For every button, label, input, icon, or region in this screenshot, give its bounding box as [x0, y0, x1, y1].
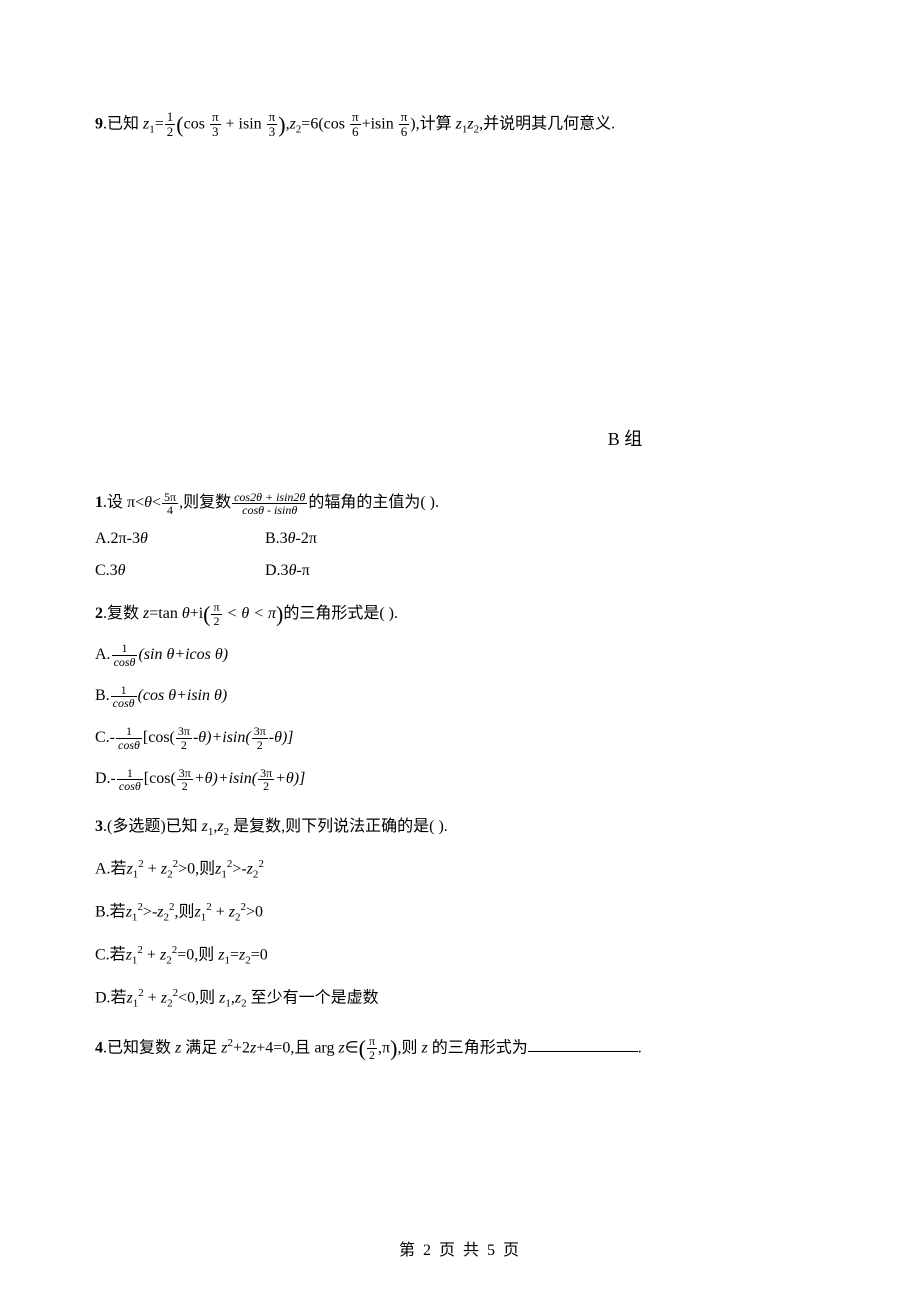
b2-opt-a: A.1cosθ(sin θ+icos θ)	[95, 641, 825, 668]
question-b4: 4.已知复数 z 满足 z2+2z+4=0,且 arg z∈(π2,π),则 z…	[95, 1034, 825, 1063]
section-b-title-wrapper: B 组	[95, 425, 825, 471]
b2-opt-c: C.-1cosθ[cos(3π2-θ)+isin(3π2-θ)]	[95, 724, 825, 751]
b3-opt-d: D.若z12 + z22<0,则 z1,z2 至少有一个是虚数	[95, 984, 825, 1013]
b2-opt-d: D.-1cosθ[cos(3π2+θ)+isin(3π2+θ)]	[95, 765, 825, 792]
question-9: 9.已知 z1=12(cos π3 + isin π3),z2=6(cos π6…	[95, 110, 825, 140]
question-b2: 2.复数 z=tan θ+i(π2 < θ < π)的三角形式是( ). A.1…	[95, 600, 825, 792]
page-footer: 第 2 页 共 5 页	[0, 1236, 920, 1260]
question-b3: 3.(多选题)已知 z1,z2 是复数,则下列说法正确的是( ). A.若z12…	[95, 813, 825, 1014]
b1-opt-a: A.2π-3θ	[95, 530, 265, 548]
b3-opt-c: C.若z12 + z22=0,则 z1=z2=0	[95, 941, 825, 970]
b3-opt-a: A.若z12 + z22>0,则z12>-z22	[95, 855, 825, 884]
q9-num: 9	[95, 115, 103, 132]
section-b-title: B 组	[590, 425, 660, 451]
question-b1: 1.设 π<θ<5π4,则复数cos2θ + isin2θcosθ - isin…	[95, 489, 825, 580]
b1-opt-c: C.3θ	[95, 562, 265, 580]
b1-opt-b: B.3θ-2π	[265, 530, 435, 548]
b2-opt-b: B.1cosθ(cos θ+isin θ)	[95, 682, 825, 709]
b1-opt-d: D.3θ-π	[265, 562, 435, 580]
answer-blank	[528, 1038, 638, 1052]
b3-opt-b: B.若z12>-z22,则z12 + z22>0	[95, 898, 825, 927]
